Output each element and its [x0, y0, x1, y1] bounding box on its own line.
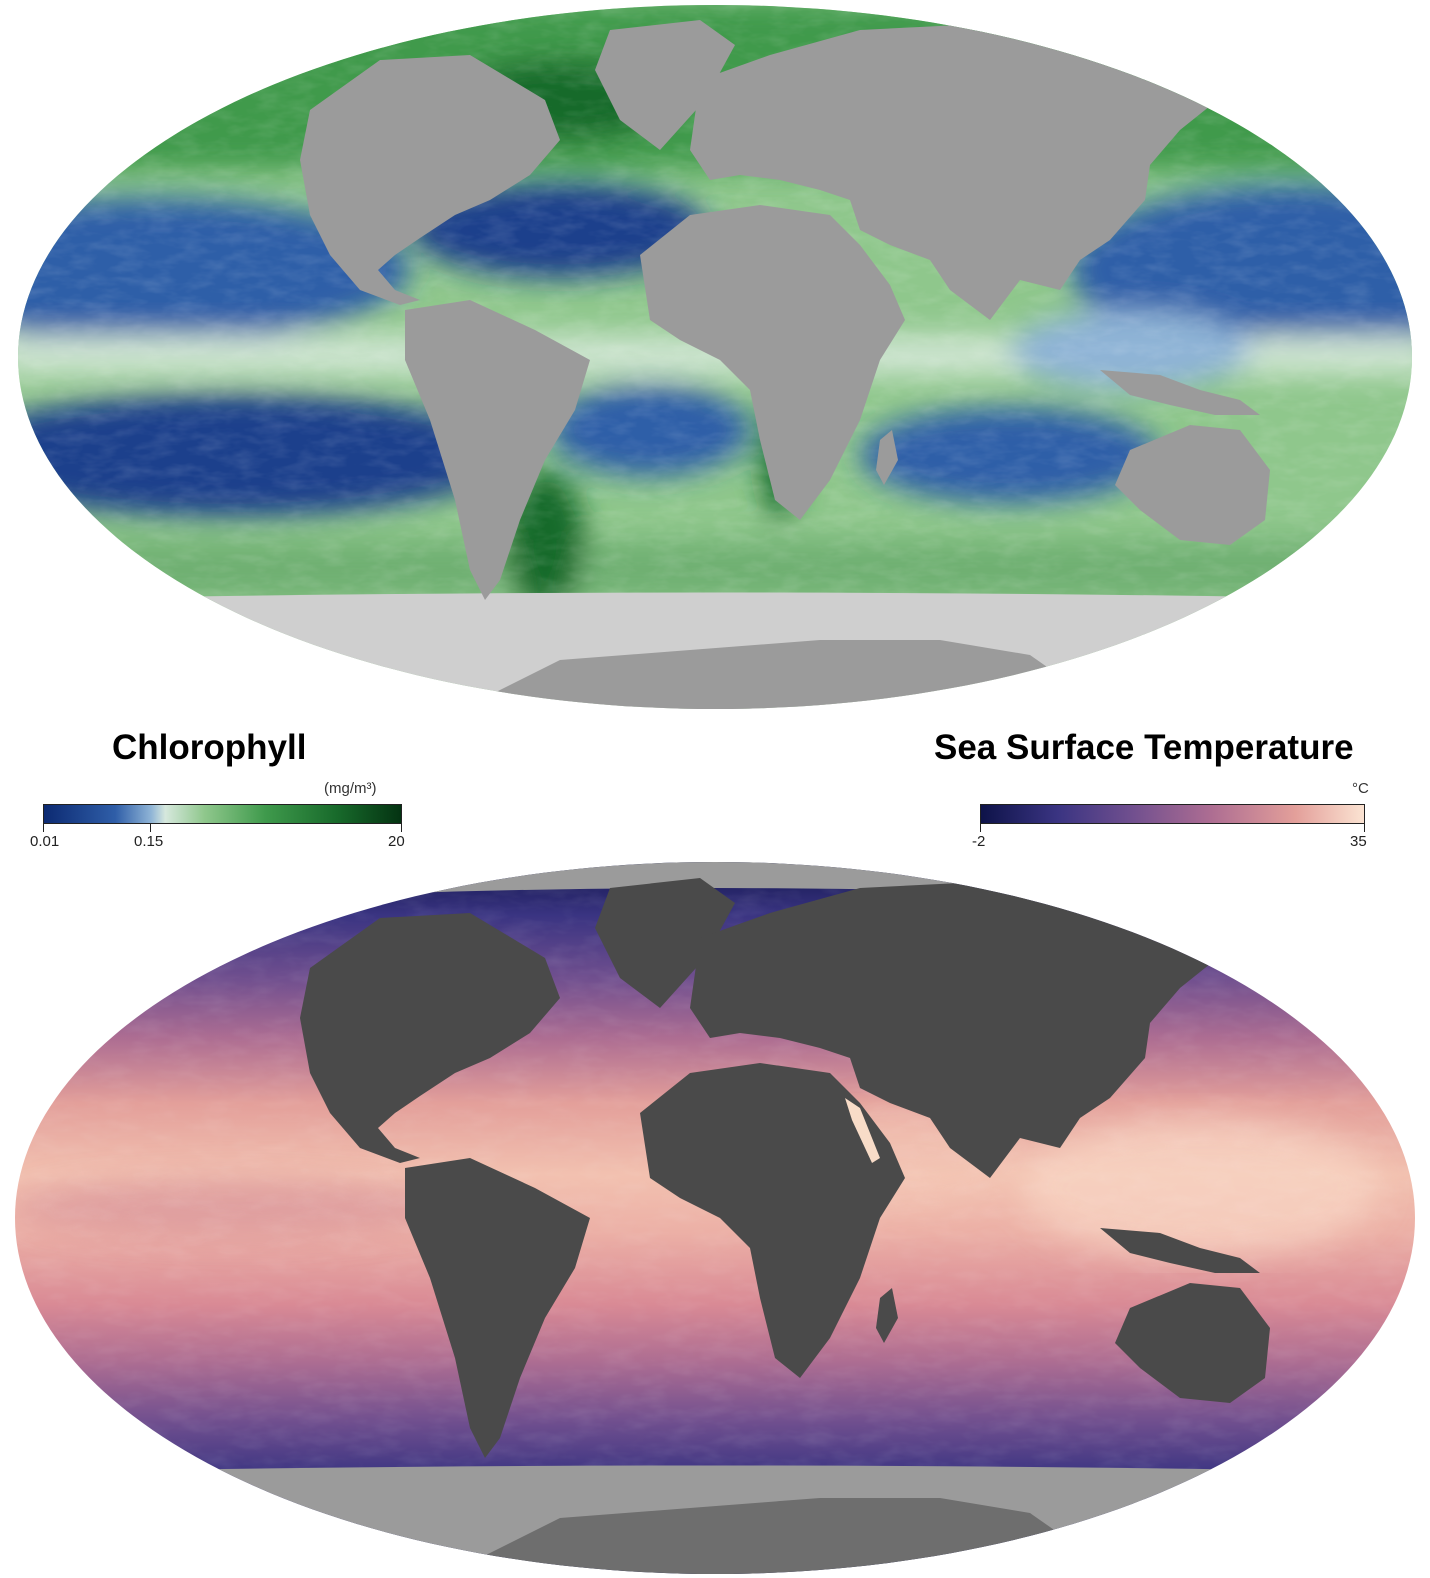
sst-map	[15, 862, 1415, 1574]
sst-scale-max-label: 35	[1350, 833, 1367, 850]
sst-land-australia	[1115, 1283, 1270, 1403]
chl-land-north-america	[300, 55, 560, 305]
sst-red-sea	[845, 1098, 880, 1163]
chl-land-africa	[640, 205, 905, 520]
sst-land-indonesia	[1100, 1228, 1260, 1273]
chl-land-south-america	[405, 300, 590, 600]
sst-land-south-america	[405, 1158, 590, 1458]
chlorophyll-map	[18, 5, 1412, 709]
chl-land-australia	[1115, 425, 1270, 545]
sst-land-eurasia	[690, 883, 1230, 1178]
sst-land-africa	[640, 1063, 905, 1378]
sst-title: Sea Surface Temperature	[934, 728, 1354, 767]
chlorophyll-scale-min-label: 0.01	[30, 833, 60, 850]
chlorophyll-unit-label: (mg/m³)	[324, 780, 377, 797]
sst-tick-max	[1364, 824, 1365, 832]
sst-unit-label: °C	[1352, 780, 1369, 797]
sst-scale-min-label: -2	[972, 833, 986, 850]
sst-land-madagascar	[876, 1288, 898, 1343]
chl-land	[300, 20, 1270, 709]
sst-land-north-america	[300, 913, 560, 1163]
chlorophyll-tick-min	[43, 824, 44, 832]
sst-land-greenland	[595, 878, 735, 1008]
chl-land-greenland	[595, 20, 735, 150]
chlorophyll-tick-max	[401, 824, 402, 832]
chl-land-madagascar	[876, 430, 898, 485]
sst-tick-min	[980, 824, 981, 832]
chlorophyll-scale-max-label: 20	[388, 833, 405, 850]
sst-land	[300, 878, 1270, 1458]
chl-land-eurasia	[690, 25, 1230, 320]
chlorophyll-color-scale	[43, 804, 402, 824]
chlorophyll-scale-mid-label: 0.15	[134, 833, 164, 850]
chlorophyll-title: Chlorophyll	[112, 728, 307, 767]
chlorophyll-tick-mid	[150, 824, 151, 832]
chl-land-indonesia	[1100, 370, 1260, 415]
sst-color-scale	[980, 804, 1365, 824]
